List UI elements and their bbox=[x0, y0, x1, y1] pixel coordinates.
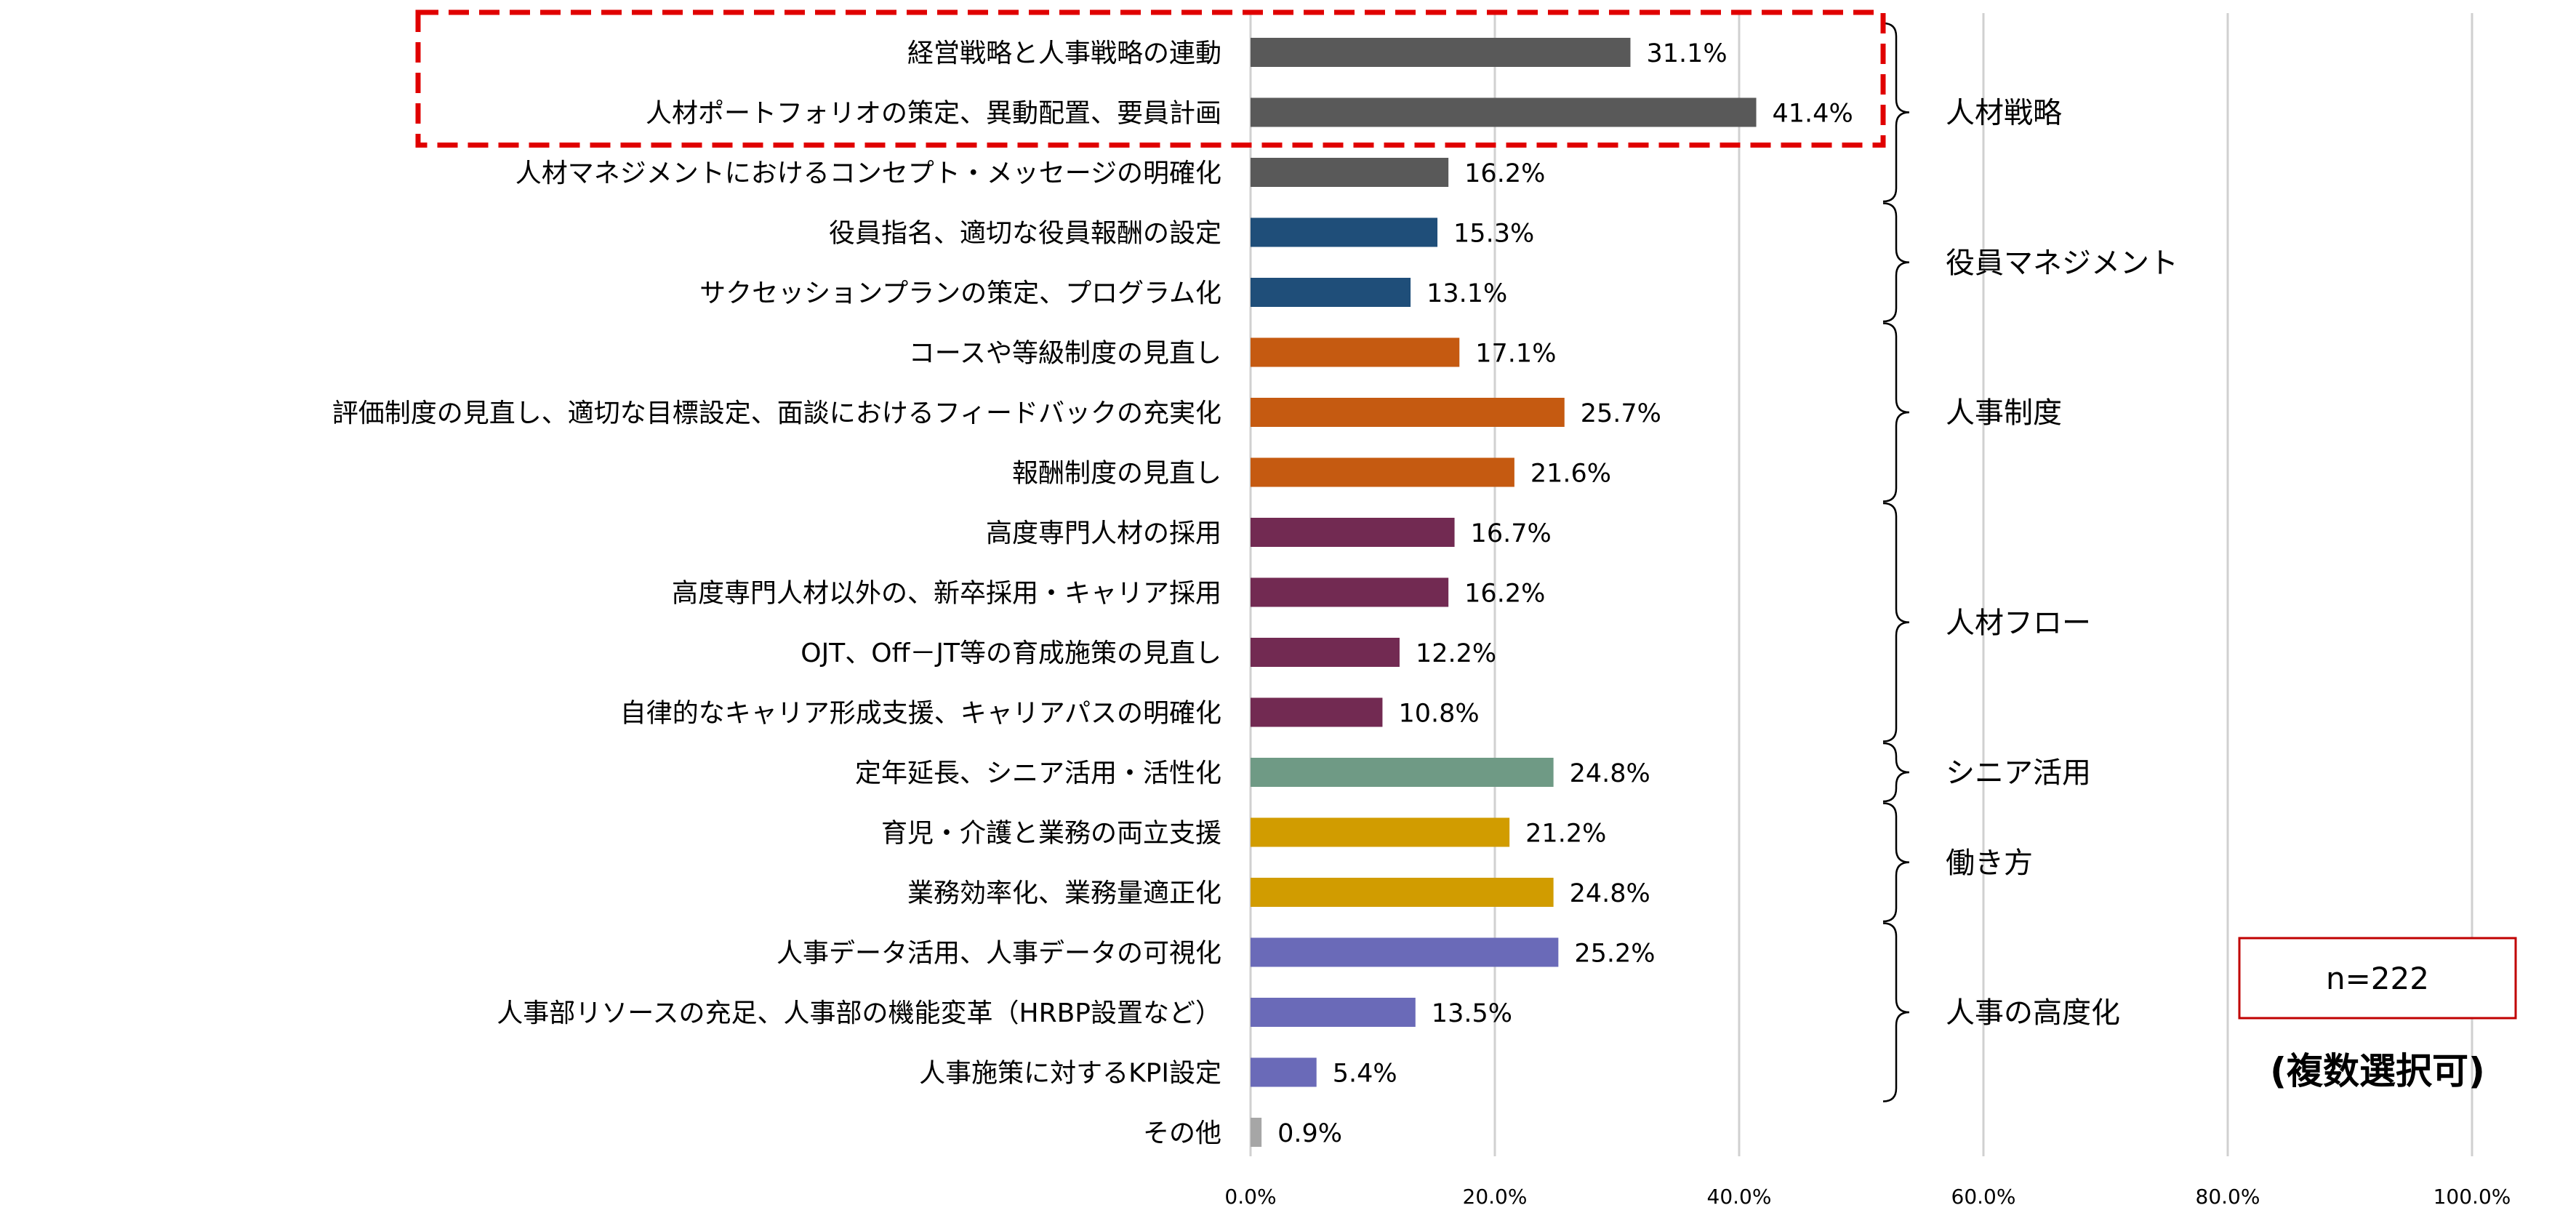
bar bbox=[1251, 817, 1510, 847]
category-label: コースや等級制度の見直し bbox=[909, 339, 1221, 369]
value-label: 25.2% bbox=[1574, 940, 1655, 969]
category-label: 人材マネジメントにおけるコンセプト・メッセージの明確化 bbox=[515, 159, 1221, 188]
value-label: 41.4% bbox=[1773, 100, 1853, 129]
bar bbox=[1251, 38, 1631, 67]
bar bbox=[1251, 937, 1559, 967]
group-label: 人事制度 bbox=[1946, 396, 2062, 430]
category-label: 人材ポートフォリオの策定、異動配置、要員計画 bbox=[646, 99, 1221, 129]
group-bracket bbox=[1882, 802, 1910, 923]
value-label: 5.4% bbox=[1333, 1060, 1397, 1089]
category-label: 評価制度の見直し、適切な目標設定、面談におけるフィードバックの充実化 bbox=[332, 399, 1221, 428]
category-label: 定年延長、シニア活用・活性化 bbox=[855, 758, 1221, 788]
category-label: 人事データ活用、人事データの可視化 bbox=[777, 939, 1221, 969]
group-bracket bbox=[1882, 22, 1910, 203]
bar bbox=[1251, 97, 1757, 127]
value-label: 21.2% bbox=[1525, 820, 1606, 849]
bar bbox=[1251, 878, 1554, 907]
bar bbox=[1251, 217, 1438, 247]
category-label: 業務効率化、業務量適正化 bbox=[907, 878, 1221, 908]
value-label: 31.1% bbox=[1646, 39, 1727, 68]
value-label: 17.1% bbox=[1475, 340, 1556, 369]
bar bbox=[1251, 998, 1416, 1027]
highlight-box bbox=[415, 9, 1886, 148]
x-tick-label: 40.0% bbox=[1707, 1185, 1772, 1209]
bar bbox=[1251, 337, 1460, 367]
value-label: 16.7% bbox=[1471, 519, 1552, 548]
category-label: その他 bbox=[1143, 1118, 1221, 1148]
group-label: 人事の高度化 bbox=[1946, 996, 2120, 1030]
value-label: 16.2% bbox=[1464, 159, 1545, 188]
category-label: 経営戦略と人事戦略の連動 bbox=[907, 39, 1221, 68]
group-label: 役員マネジメント bbox=[1946, 247, 2178, 280]
value-label: 24.8% bbox=[1570, 759, 1650, 788]
annotations: n=222 (複数選択可) bbox=[2238, 937, 2517, 1092]
category-label: 人事部リソースの充足、人事部の機能変革（HRBP設置など） bbox=[497, 998, 1221, 1028]
x-tick-label: 60.0% bbox=[1951, 1185, 2016, 1209]
group-label: 人材フロー bbox=[1946, 606, 2091, 640]
group-bracket bbox=[1882, 202, 1910, 323]
value-labels: 31.1% 41.4% 16.2% 15.3% 13.1% 17.1% 25.7% 21.6%… bbox=[1277, 39, 1853, 1148]
group-bracket bbox=[1882, 922, 1910, 1102]
category-label: 高度専門人材の採用 bbox=[986, 519, 1221, 548]
value-label: 24.8% bbox=[1570, 879, 1650, 908]
sample-size-box bbox=[2238, 937, 2517, 1020]
x-tick-label: 80.0% bbox=[2196, 1185, 2260, 1209]
group-label: 人材戦略 bbox=[1946, 97, 2062, 130]
value-label: 13.1% bbox=[1427, 279, 1507, 308]
bar bbox=[1251, 1057, 1317, 1087]
highlight-dashed-box bbox=[415, 9, 1886, 148]
value-label: 25.7% bbox=[1581, 399, 1661, 428]
sample-size-label: n=222 bbox=[2326, 961, 2429, 996]
x-tick-label: 20.0% bbox=[1463, 1185, 1528, 1209]
bar bbox=[1251, 518, 1455, 547]
multiple-choice-note: (複数選択可) bbox=[2270, 1050, 2485, 1092]
group-bracket bbox=[1882, 742, 1910, 803]
bars bbox=[1251, 38, 1757, 1147]
bar bbox=[1251, 457, 1514, 487]
bar bbox=[1251, 158, 1449, 187]
bar bbox=[1251, 577, 1449, 607]
x-tick-label: 100.0% bbox=[2433, 1185, 2511, 1209]
bar bbox=[1251, 697, 1383, 727]
category-label: 報酬制度の見直し bbox=[1012, 459, 1221, 489]
category-label: OJT、Off－JT等の育成施策の見直し bbox=[801, 638, 1221, 668]
value-label: 0.9% bbox=[1277, 1119, 1342, 1148]
value-label: 13.5% bbox=[1432, 999, 1512, 1028]
category-label: 人事施策に対するKPI設定 bbox=[919, 1059, 1221, 1089]
x-axis-tick-labels: 0.0% 20.0% 40.0% 60.0% 80.0% 100.0% bbox=[1224, 1185, 2511, 1209]
category-labels: 経営戦略と人事戦略の連動人材ポートフォリオの策定、異動配置、要員計画人材マネジメ… bbox=[332, 39, 1221, 1148]
group-bracket bbox=[1882, 502, 1910, 742]
bar bbox=[1251, 398, 1565, 427]
value-label: 21.6% bbox=[1530, 460, 1611, 489]
category-label: 育児・介護と業務の両立支援 bbox=[881, 819, 1221, 849]
bar bbox=[1251, 278, 1411, 307]
category-label: 自律的なキャリア形成支援、キャリアパスの明確化 bbox=[620, 699, 1221, 729]
value-label: 15.3% bbox=[1453, 220, 1534, 249]
bar bbox=[1251, 758, 1554, 787]
x-tick-label: 0.0% bbox=[1224, 1185, 1276, 1209]
value-label: 12.2% bbox=[1416, 639, 1496, 668]
group-label: 働き方 bbox=[1946, 846, 2033, 880]
category-label: 役員指名、適切な役員報酬の設定 bbox=[829, 219, 1221, 249]
value-label: 10.8% bbox=[1398, 700, 1479, 729]
category-label: サクセッションプランの策定、プログラム化 bbox=[699, 279, 1221, 308]
bar bbox=[1251, 1118, 1262, 1147]
bar bbox=[1251, 638, 1400, 667]
category-label: 高度専門人材以外の、新卒採用・キャリア採用 bbox=[672, 579, 1221, 609]
group-label: シニア活用 bbox=[1946, 756, 2091, 790]
group-bracket bbox=[1882, 322, 1910, 503]
value-label: 16.2% bbox=[1464, 580, 1545, 609]
